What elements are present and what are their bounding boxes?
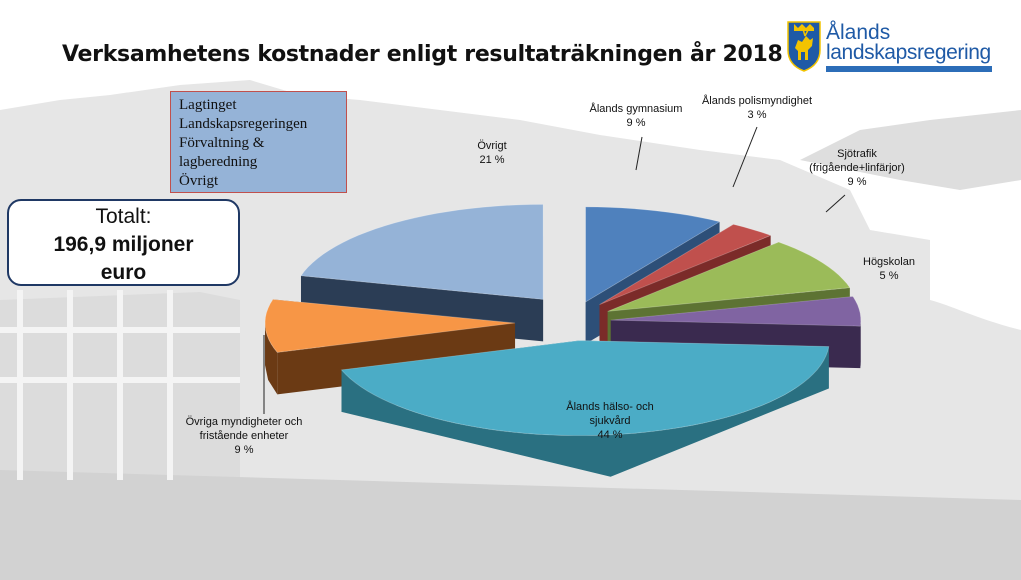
logo-text-line2: landskapsregering bbox=[826, 41, 991, 64]
category-box: Lagtinget Landskapsregeringen Förvaltnin… bbox=[170, 91, 347, 193]
chart-title: Verksamhetens kostnader enligt resultatr… bbox=[62, 42, 783, 67]
pie-slice-label: Övriga myndigheter och fristående enheter… bbox=[186, 416, 303, 456]
pie-slice-top bbox=[300, 203, 544, 300]
pie-slice-label-line: 44 % bbox=[597, 429, 622, 441]
pie-slice-label-line: Övrigt bbox=[477, 140, 506, 152]
pie-slice-label: Övrigt 21 % bbox=[477, 140, 506, 166]
pie-slice-top bbox=[585, 206, 721, 303]
pie-slice-rim bbox=[860, 320, 861, 369]
pie-slice-label-line: 9 % bbox=[848, 176, 867, 188]
pie-slice-label-line: Ålands gymnasium bbox=[590, 102, 683, 115]
pie-slice bbox=[264, 298, 516, 395]
pie-slice-label: Ålands gymnasium 9 % bbox=[590, 102, 683, 129]
pie-slice bbox=[340, 340, 830, 477]
pie-slice-top bbox=[264, 298, 516, 353]
pie-slice-label-line: sjukvård bbox=[590, 415, 631, 427]
pie-slice-label-line: Sjötrafik bbox=[837, 148, 877, 160]
category-line: Landskapsregeringen bbox=[179, 116, 308, 132]
total-label: Totalt: bbox=[95, 205, 152, 228]
pie-slice-label: Ålands polismyndighet 3 % bbox=[702, 94, 812, 121]
pie-slice-label-line: Ålands hälso- och bbox=[566, 400, 653, 413]
pie-slice-label-line: Övriga myndigheter och bbox=[186, 416, 303, 428]
category-line: lagberedning bbox=[179, 154, 258, 170]
total-amount: 196,9 miljoner bbox=[53, 233, 194, 256]
category-line: Förvaltning & bbox=[179, 135, 265, 151]
logo-text-line1: Ålands bbox=[826, 21, 891, 44]
pie-slice-rim bbox=[341, 346, 829, 477]
pie-slice-label-line: 9 % bbox=[235, 444, 254, 456]
logo: Ålands landskapsregering bbox=[786, 18, 994, 74]
pie-slice-label-line: Högskolan bbox=[863, 256, 915, 268]
pie-slice-label: Sjötrafik (frigående+linfärjor) 9 % bbox=[809, 148, 905, 188]
pie-slice-label-line: fristående enheter bbox=[200, 430, 289, 442]
total-unit: euro bbox=[100, 261, 147, 284]
pie-leader-line bbox=[635, 136, 643, 171]
pie-leader-line bbox=[732, 126, 758, 188]
category-line: Lagtinget bbox=[179, 97, 237, 113]
pie-slice-label-line: 9 % bbox=[627, 117, 646, 129]
pie-slice-top bbox=[610, 296, 862, 327]
logo-underline bbox=[826, 66, 992, 72]
pie-slice-label: Ålands hälso- och sjukvård 44 % bbox=[566, 400, 653, 441]
pie-slice-label-line: 3 % bbox=[748, 109, 767, 121]
pie-slice-label: Högskolan 5 % bbox=[863, 256, 915, 282]
pie-slice-top bbox=[599, 223, 772, 305]
pie-slice-rim bbox=[265, 323, 278, 395]
category-line: Övrigt bbox=[179, 173, 219, 189]
total-box: Totalt: 196,9 miljoner euro bbox=[7, 199, 240, 286]
coat-of-arms-icon bbox=[787, 21, 821, 72]
pie-slice-label-line: 5 % bbox=[880, 270, 899, 282]
pie-leader-line bbox=[825, 194, 846, 213]
pie-slice-top bbox=[607, 241, 851, 312]
pie-slice-label-line: (frigående+linfärjor) bbox=[809, 162, 905, 174]
pie-slice-label-line: 21 % bbox=[479, 154, 504, 166]
pie-slice-label-line: Ålands polismyndighet bbox=[702, 94, 812, 107]
pie-slice-top bbox=[340, 340, 830, 436]
